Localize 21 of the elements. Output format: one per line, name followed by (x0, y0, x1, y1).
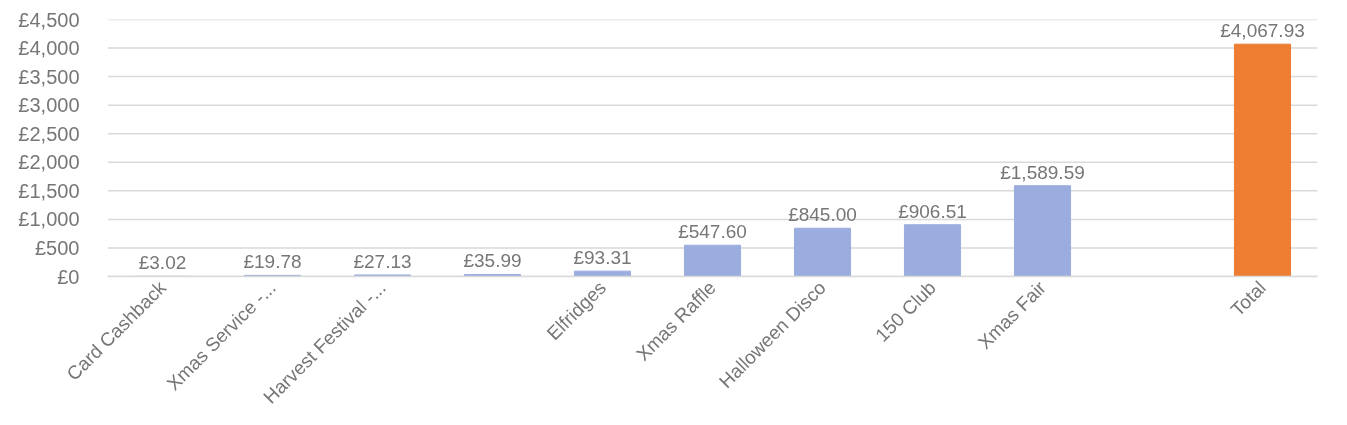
y-tick-label: £1,000 (18, 208, 80, 231)
y-tick-label: £1,500 (18, 179, 80, 202)
data-label: £4,067.93 (1220, 20, 1305, 42)
data-label: £906.51 (898, 200, 967, 222)
y-tick-label: £3,500 (18, 65, 80, 88)
data-label: £93.31 (573, 247, 632, 269)
data-label: £19.78 (243, 251, 302, 273)
y-tick-label: £500 (35, 236, 80, 259)
y-tick-label: £4,500 (18, 8, 80, 31)
y-tick-label: £4,000 (18, 37, 80, 60)
y-tick-label: £2,500 (18, 122, 80, 145)
data-label: £27.13 (353, 250, 412, 272)
data-label: £35.99 (463, 250, 522, 272)
data-label: £1,589.59 (1000, 161, 1085, 183)
data-label: £3.02 (138, 252, 187, 274)
y-tick-label: £2,000 (18, 151, 80, 174)
data-label: £547.60 (678, 221, 747, 243)
x-tick-label: 150 Club (871, 277, 940, 346)
data-label: £845.00 (788, 204, 857, 226)
y-tick-label: £0 (57, 265, 80, 288)
y-tick-label: £3,000 (18, 94, 80, 117)
